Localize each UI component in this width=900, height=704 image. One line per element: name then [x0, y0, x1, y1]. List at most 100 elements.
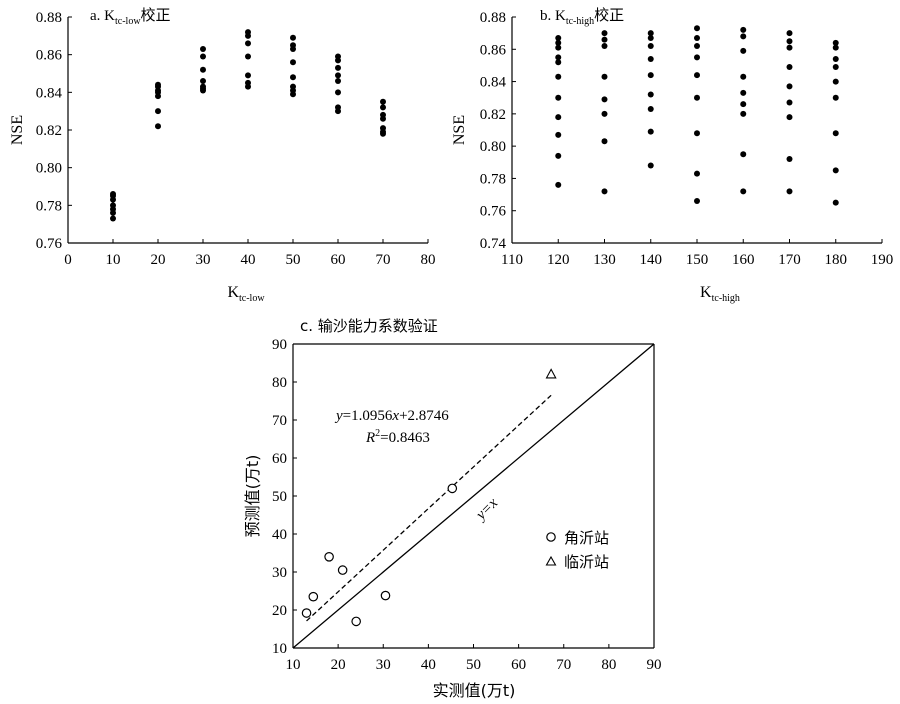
- x-tick-label: 60: [511, 657, 526, 673]
- panel-b-x-axis-label: Ktc-high: [700, 284, 740, 304]
- panel-b-title: b. Ktc-high校正: [540, 6, 624, 27]
- data-point: [740, 151, 747, 158]
- data-point-circle: [301, 608, 312, 618]
- x-tick-label: 130: [593, 252, 616, 268]
- data-point-triangle: [545, 368, 557, 379]
- data-point: [155, 123, 161, 130]
- data-point: [740, 110, 747, 117]
- data-point: [110, 196, 116, 203]
- data-point: [694, 34, 700, 41]
- data-point: [786, 114, 793, 121]
- x-tick-label: 20: [151, 252, 166, 268]
- y-tick-label: 50: [272, 489, 287, 505]
- x-tick-label: 60: [331, 252, 346, 268]
- y-tick-label: 0.76: [36, 236, 63, 252]
- y-tick-label: 40: [272, 527, 287, 543]
- data-point: [647, 106, 654, 113]
- x-tick-label: 10: [106, 252, 121, 268]
- data-point-circle: [337, 565, 348, 575]
- data-point: [200, 87, 206, 94]
- y-tick-label: 0.86: [36, 48, 63, 64]
- x-tick-label: 20: [331, 657, 346, 673]
- panel-c-axes: 10 20 30 40 50 60 70 80 90 10 20 30 40 50 60 70 80 90: [272, 337, 662, 673]
- y-tick-label: 0.80: [480, 139, 506, 155]
- r-squared-label: R2=0.8463: [365, 428, 430, 446]
- data-point: [555, 94, 562, 101]
- x-tick-label: 10: [286, 657, 301, 673]
- data-point: [601, 43, 608, 50]
- panel-a-points: [110, 29, 386, 222]
- data-point: [601, 30, 608, 37]
- data-point: [380, 104, 386, 111]
- x-tick-label: 70: [376, 252, 391, 268]
- data-point: [832, 78, 839, 85]
- data-point: [555, 44, 562, 51]
- data-point: [601, 138, 608, 145]
- data-point: [786, 99, 793, 106]
- x-tick-label: 110: [501, 252, 523, 268]
- y-tick-label: 0.76: [480, 204, 507, 220]
- data-point: [786, 64, 793, 71]
- legend-label-linyi: 临沂站: [564, 553, 609, 571]
- x-tick-label: 30: [376, 657, 391, 673]
- y-tick-label: 0.88: [36, 10, 62, 26]
- data-point: [832, 64, 839, 71]
- data-point: [832, 199, 839, 206]
- data-point-circle: [380, 590, 391, 601]
- panel-c-x-axis-label: 实测值(万t): [433, 681, 516, 700]
- x-tick-label: 150: [686, 252, 709, 268]
- x-tick-label: 50: [286, 252, 301, 268]
- y-tick-label: 70: [272, 413, 287, 429]
- x-tick-label: 190: [871, 252, 894, 268]
- data-point: [245, 72, 251, 79]
- panel-b-chart: b. Ktc-high校正 NSE Ktc-high 110 120 130 140 1…: [451, 6, 893, 304]
- data-point: [290, 91, 296, 98]
- panel-a-chart: a. Ktc-low校正 NSE Ktc-low 0 10 20 30 40 50 60 70…: [9, 6, 436, 304]
- data-point-circle: [351, 616, 361, 627]
- data-point: [786, 30, 793, 37]
- data-point: [832, 39, 839, 46]
- y-tick-label: 0.84: [480, 75, 507, 91]
- data-point: [786, 156, 793, 163]
- x-tick-label: 70: [556, 657, 571, 673]
- data-point-circle: [447, 483, 458, 494]
- x-tick-label: 90: [647, 657, 662, 673]
- series-1: [301, 483, 458, 627]
- data-point: [740, 101, 747, 108]
- y-tick-label: 20: [272, 603, 287, 619]
- data-point: [647, 162, 654, 169]
- data-point: [555, 114, 562, 121]
- x-tick-label: 30: [196, 252, 211, 268]
- data-point: [601, 110, 608, 117]
- data-point: [786, 44, 793, 51]
- data-point: [290, 59, 296, 66]
- panel-c-y-axis-label: 预测值(万t): [243, 455, 262, 538]
- y-tick-label: 0.82: [480, 107, 506, 123]
- data-point: [832, 44, 839, 51]
- data-point: [555, 59, 562, 66]
- x-tick-label: 0: [64, 252, 72, 268]
- data-point: [832, 167, 839, 174]
- data-point: [647, 128, 654, 135]
- data-point: [380, 130, 386, 137]
- y-tick-label: 60: [272, 451, 287, 467]
- data-point: [740, 188, 747, 195]
- data-point: [335, 78, 341, 85]
- data-point: [694, 130, 700, 137]
- data-point: [694, 54, 700, 61]
- data-point: [155, 93, 161, 100]
- data-point: [740, 26, 747, 33]
- x-tick-label: 180: [825, 252, 848, 268]
- panel-a-y-axis-label: NSE: [9, 115, 26, 145]
- data-point: [335, 108, 341, 115]
- data-point: [647, 43, 654, 50]
- data-point: [200, 53, 206, 60]
- data-point: [694, 25, 700, 32]
- panel-c-chart: c. 输沙能力系数验证 预测值(万t) 实测值(万t) y=1.0956x+2.…: [243, 317, 662, 700]
- x-tick-label: 50: [466, 657, 481, 673]
- x-tick-label: 120: [547, 252, 570, 268]
- data-point: [155, 108, 161, 115]
- legend-circle-marker: [546, 532, 556, 542]
- data-point: [647, 55, 654, 62]
